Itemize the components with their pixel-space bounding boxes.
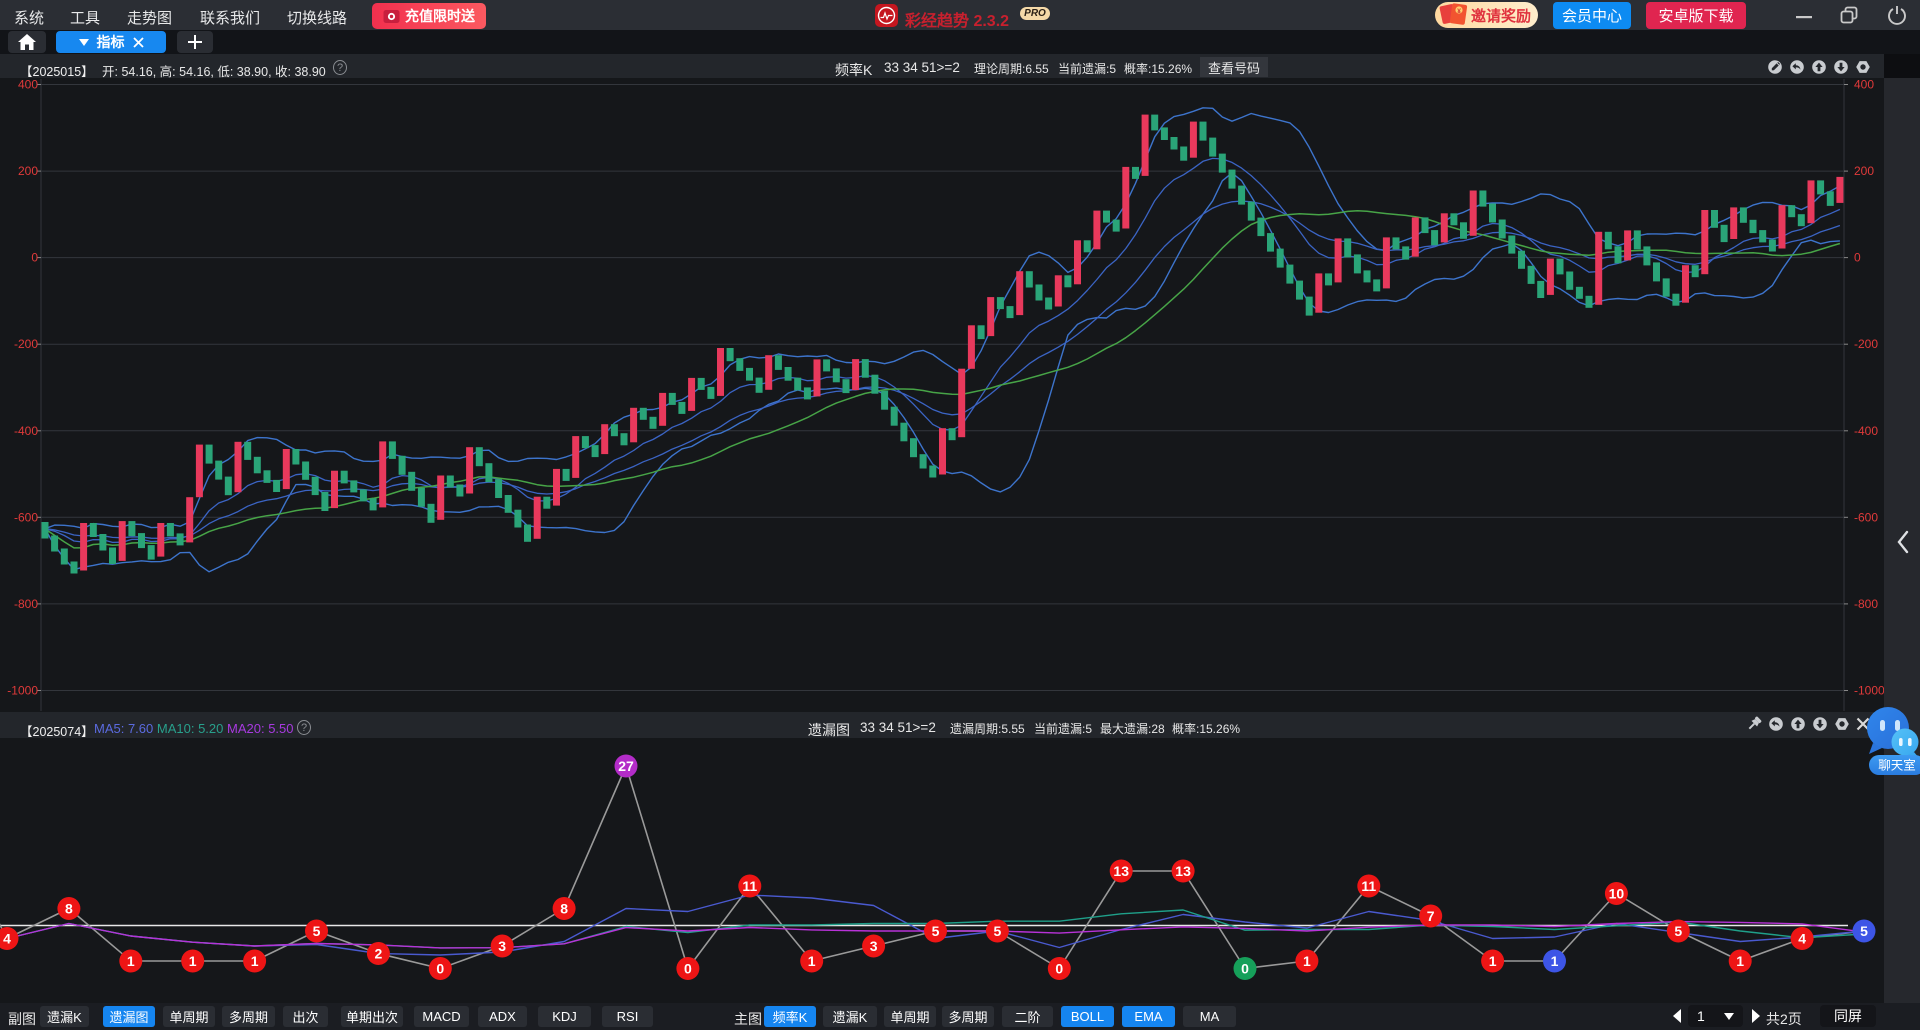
svg-text:7: 7	[1427, 908, 1435, 924]
svg-text:0: 0	[1854, 251, 1861, 265]
svg-text:-1000: -1000	[1854, 684, 1885, 698]
svg-text:0: 0	[436, 961, 444, 977]
svg-text:1: 1	[127, 953, 135, 969]
svg-text:0: 0	[1055, 961, 1063, 977]
svg-text:-400: -400	[1854, 424, 1878, 438]
svg-text:-200: -200	[14, 337, 38, 351]
svg-text:5: 5	[1674, 923, 1682, 939]
svg-text:1: 1	[251, 953, 259, 969]
svg-text:-800: -800	[1854, 597, 1878, 611]
svg-text:200: 200	[1854, 164, 1874, 178]
svg-text:1: 1	[1551, 953, 1559, 969]
svg-text:400: 400	[1854, 78, 1874, 92]
svg-text:1: 1	[1303, 953, 1311, 969]
svg-text:5: 5	[932, 923, 940, 939]
svg-text:5: 5	[313, 923, 321, 939]
svg-text:27: 27	[618, 758, 634, 774]
svg-text:2: 2	[375, 946, 383, 962]
svg-text:8: 8	[560, 901, 568, 917]
svg-text:聊天室: 聊天室	[1878, 758, 1916, 773]
svg-text:0: 0	[1241, 961, 1249, 977]
svg-text:0: 0	[31, 251, 38, 265]
svg-text:1: 1	[808, 953, 816, 969]
svg-text:13: 13	[1113, 863, 1129, 879]
svg-text:400: 400	[18, 78, 38, 92]
svg-text:1: 1	[189, 953, 197, 969]
svg-text:4: 4	[3, 931, 11, 947]
svg-text:13: 13	[1175, 863, 1191, 879]
svg-text:0: 0	[684, 961, 692, 977]
svg-text:5: 5	[1860, 923, 1868, 939]
svg-text:-600: -600	[14, 510, 38, 524]
svg-text:3: 3	[498, 938, 506, 954]
svg-text:3: 3	[870, 938, 878, 954]
svg-text:10: 10	[1609, 886, 1625, 902]
svg-text:11: 11	[1361, 878, 1376, 894]
svg-text:1: 1	[1736, 953, 1744, 969]
svg-text:11: 11	[742, 878, 757, 894]
svg-text:¥: ¥	[1457, 8, 1461, 15]
svg-text:200: 200	[18, 164, 38, 178]
svg-text:-400: -400	[14, 424, 38, 438]
svg-text:-600: -600	[1854, 510, 1878, 524]
svg-text:4: 4	[1798, 931, 1806, 947]
svg-text:-800: -800	[14, 597, 38, 611]
svg-text:8: 8	[65, 901, 73, 917]
svg-text:1: 1	[1489, 953, 1497, 969]
svg-text:-200: -200	[1854, 337, 1878, 351]
svg-text:-1000: -1000	[7, 684, 38, 698]
svg-text:5: 5	[994, 923, 1002, 939]
